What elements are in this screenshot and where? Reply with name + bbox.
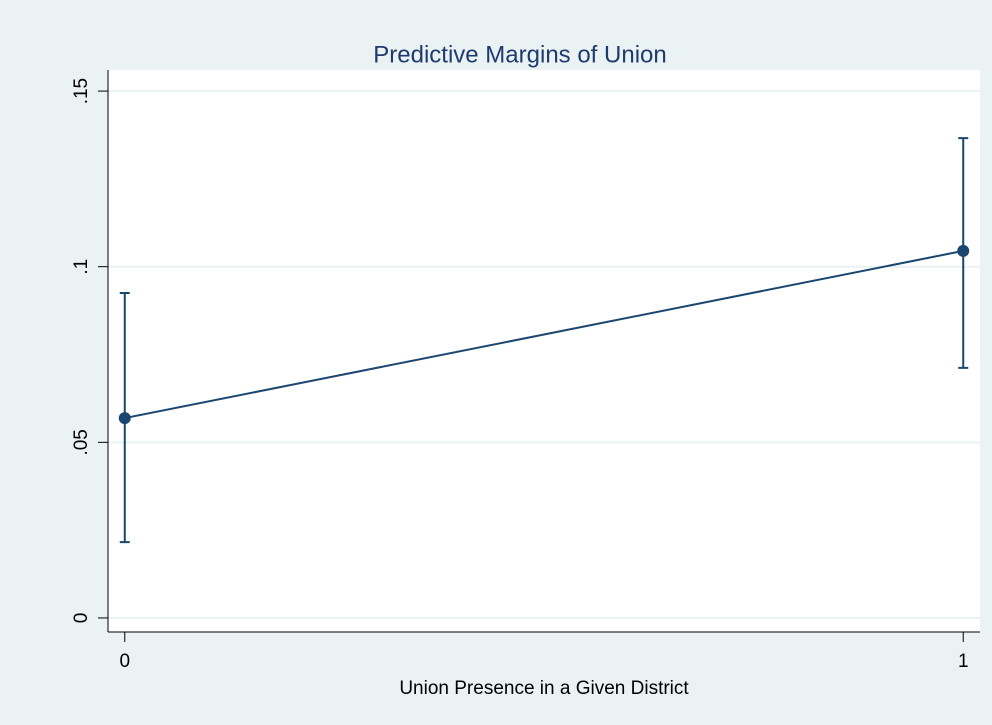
- y-tick-label: .1: [71, 259, 92, 275]
- chart-title: Predictive Margins of Union: [373, 41, 666, 68]
- plot-area: [108, 70, 980, 632]
- y-tick-label: .15: [71, 78, 92, 104]
- y-tick-label: 0: [71, 613, 92, 624]
- x-tick-label: 0: [119, 651, 130, 672]
- point: [118, 412, 131, 425]
- x-tick-label: 1: [958, 651, 969, 672]
- x-axis-label: Union Presence in a Given District: [399, 678, 689, 699]
- y-tick-label: .05: [71, 429, 92, 455]
- series-line: [124, 249, 964, 420]
- point: [957, 244, 970, 257]
